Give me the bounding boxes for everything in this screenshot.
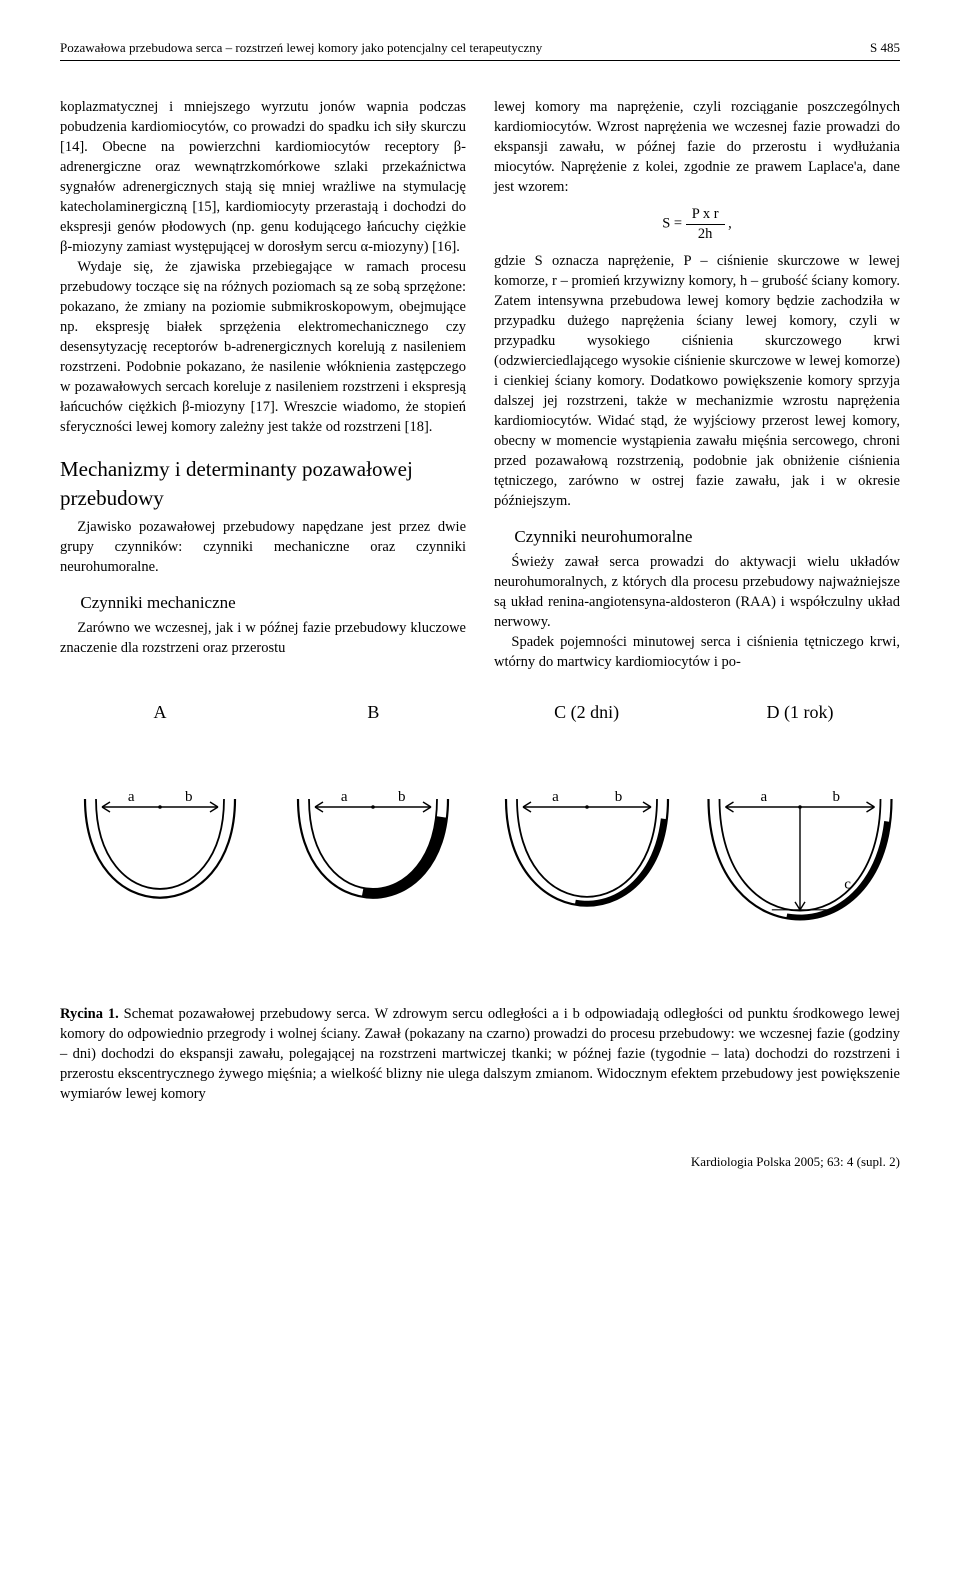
subsection-heading: Czynniki mechaniczne — [60, 591, 466, 614]
paragraph: Zjawisko pozawałowej przebudowy napędzan… — [60, 517, 466, 577]
paragraph: koplazmatycznej i mniejszego wyrzutu jon… — [60, 97, 466, 257]
outer-wall — [298, 799, 448, 898]
figure-label: Rycina 1. — [60, 1006, 119, 1022]
label-a: a — [341, 789, 348, 805]
paragraph: lewej komory ma naprężenie, czyli rozcią… — [494, 97, 900, 197]
label-b: b — [832, 789, 840, 805]
paragraph: gdzie S oznacza naprężenie, P – ciśnieni… — [494, 251, 900, 511]
panel-label: A — [60, 702, 260, 723]
journal-reference: Kardiologia Polska 2005; 63: 4 (supl. 2) — [691, 1154, 900, 1169]
denominator: 2h — [686, 225, 725, 242]
numerator: P x r — [686, 207, 725, 225]
heart-diagram: a b — [273, 729, 473, 959]
figure-1: A a b B a b C (2 dni) — [60, 702, 900, 1104]
figure-panel: C (2 dni) a b — [487, 702, 687, 964]
heart-diagram: a b c — [700, 729, 900, 959]
page-footer: Kardiologia Polska 2005; 63: 4 (supl. 2) — [60, 1154, 900, 1170]
figure-panel: B a b — [273, 702, 473, 964]
running-title: Pozawałowa przebudowa serca – rozstrzeń … — [60, 40, 542, 56]
right-column: lewej komory ma naprężenie, czyli rozcią… — [494, 97, 900, 672]
label-b: b — [398, 789, 406, 805]
label-c: c — [844, 877, 851, 893]
heart-diagram: a b — [487, 729, 687, 959]
formula-suffix: , — [728, 215, 732, 231]
outer-wall — [506, 799, 668, 906]
inner-wall — [96, 799, 224, 889]
paragraph: Świeży zawał serca prowadzi do aktywacji… — [494, 552, 900, 632]
paragraph: Zarówno we wczesnej, jak i w późnej fazi… — [60, 618, 466, 658]
outer-wall — [85, 799, 235, 898]
running-header: Pozawałowa przebudowa serca – rozstrzeń … — [60, 40, 900, 61]
figure-panel: D (1 rok) a b c — [700, 702, 900, 964]
label-a: a — [128, 789, 135, 805]
paragraph: Wydaje się, że zjawiska przebiegające w … — [60, 257, 466, 437]
infarct-region — [786, 821, 890, 919]
figure-panel: A a b — [60, 702, 260, 964]
heart-diagram: a b — [60, 729, 260, 959]
label-a: a — [552, 789, 559, 805]
formula-prefix: S = — [662, 215, 682, 231]
section-heading: Mechanizmy i determinanty pozawałowej pr… — [60, 455, 466, 513]
laplace-formula: S = P x r 2h , — [494, 207, 900, 241]
label-b: b — [614, 789, 622, 805]
page-number: S 485 — [870, 40, 900, 56]
fraction: P x r 2h — [686, 207, 725, 241]
figure-caption: Rycina 1. Schemat pozawałowej przebudowy… — [60, 1004, 900, 1104]
panel-label: D (1 rok) — [700, 702, 900, 723]
label-a: a — [760, 789, 767, 805]
label-b: b — [185, 789, 193, 805]
subsection-heading: Czynniki neurohumoralne — [494, 525, 900, 548]
left-column: koplazmatycznej i mniejszego wyrzutu jon… — [60, 97, 466, 672]
panel-label: B — [273, 702, 473, 723]
body-columns: koplazmatycznej i mniejszego wyrzutu jon… — [60, 97, 900, 672]
figure-caption-text: Schemat pozawałowej przebudowy serca. W … — [60, 1006, 900, 1102]
figure-panels: A a b B a b C (2 dni) — [60, 702, 900, 964]
infarct-region — [362, 817, 447, 899]
panel-label: C (2 dni) — [487, 702, 687, 723]
paragraph: Spadek pojemności minutowej serca i ciśn… — [494, 632, 900, 672]
